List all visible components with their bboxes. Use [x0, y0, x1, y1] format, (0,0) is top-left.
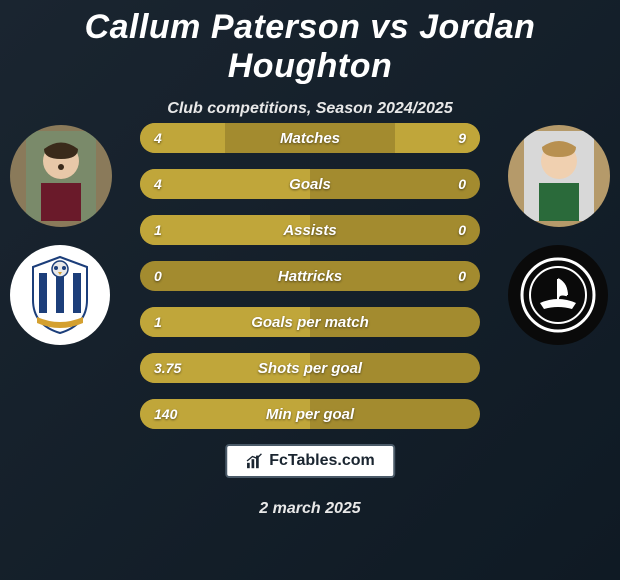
stat-row: 40Goals: [140, 169, 480, 199]
brand-badge: FcTables.com: [225, 444, 395, 478]
owl-crest-icon: [25, 255, 95, 335]
comparison-title: Callum Paterson vs Jordan Houghton: [0, 0, 620, 86]
left-player-column: [10, 125, 112, 345]
right-club-badge: [508, 245, 608, 345]
stat-label: Assists: [140, 215, 480, 245]
left-player-avatar: [10, 125, 112, 227]
stat-row: 49Matches: [140, 123, 480, 153]
stat-row: 00Hattricks: [140, 261, 480, 291]
stat-label: Goals: [140, 169, 480, 199]
right-player-column: [508, 125, 610, 345]
stat-row: 140Min per goal: [140, 399, 480, 429]
stat-row: 10Assists: [140, 215, 480, 245]
ship-circle-icon: [518, 255, 598, 335]
right-player-avatar: [508, 125, 610, 227]
stat-label: Hattricks: [140, 261, 480, 291]
stat-label: Shots per goal: [140, 353, 480, 383]
stat-row: 1Goals per match: [140, 307, 480, 337]
stats-comparison-bars: 49Matches 40Goals 10Assists 00Hattricks 1Goa…: [140, 123, 480, 445]
stat-label: Min per goal: [140, 399, 480, 429]
stat-label: Matches: [140, 123, 480, 153]
stat-row: 3.75Shots per goal: [140, 353, 480, 383]
person-silhouette-icon: [26, 131, 96, 221]
season-subtitle: Club competitions, Season 2024/2025: [0, 100, 620, 118]
chart-icon: [245, 452, 263, 470]
snapshot-date: 2 march 2025: [0, 500, 620, 518]
person-silhouette-icon: [524, 131, 594, 221]
stat-label: Goals per match: [140, 307, 480, 337]
brand-text: FcTables.com: [269, 452, 375, 470]
left-club-badge: [10, 245, 110, 345]
